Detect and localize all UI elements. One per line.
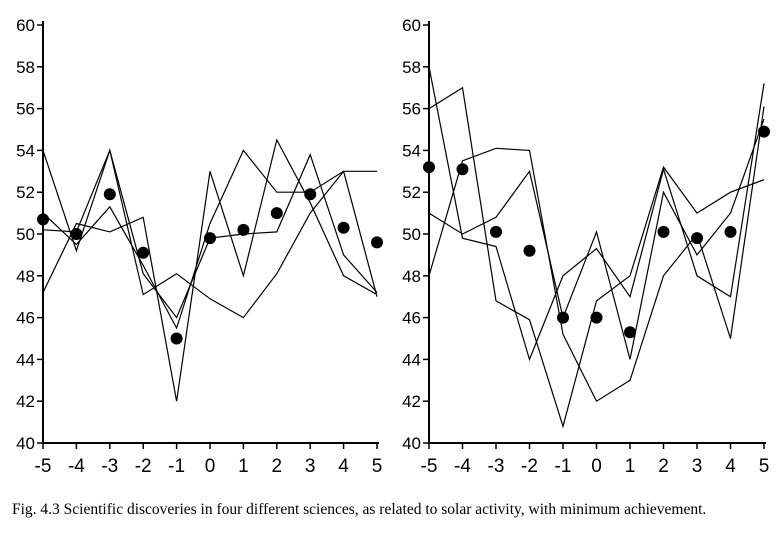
y-tick-label: 48 — [402, 267, 421, 286]
data-point-marker — [423, 161, 435, 174]
data-point-marker — [204, 232, 216, 245]
y-tick-label: 40 — [16, 434, 35, 453]
x-tick-label: 3 — [692, 456, 703, 477]
series-line-3 — [42, 149, 378, 330]
y-tick-label: 46 — [402, 309, 421, 328]
y-tick-label: 60 — [16, 16, 35, 35]
x-tick-label: 1 — [238, 456, 249, 477]
y-tick-label: 50 — [402, 225, 421, 244]
x-tick-label: 2 — [272, 456, 283, 477]
x-tick-label: 0 — [205, 456, 216, 477]
data-point-marker — [724, 225, 737, 238]
y-tick-label: 48 — [16, 267, 35, 286]
x-tick-label: -2 — [521, 456, 538, 477]
data-point-marker — [337, 221, 350, 234]
x-tick-label: 3 — [305, 456, 316, 477]
x-tick-label: 4 — [338, 456, 349, 477]
y-tick-label: 42 — [402, 392, 421, 411]
data-point-marker — [70, 228, 83, 240]
data-point-marker — [557, 311, 569, 324]
right-chart-panel: 40 42 44 46 48 50 52 54 56 58 60 -5 -4 -3 -2 -1 0 1 2 3 4 5 — [402, 16, 770, 477]
data-point-marker — [103, 188, 116, 201]
y-tick-label: 46 — [16, 309, 35, 328]
figure-caption: Fig. 4.3 Scientific discoveries in four … — [12, 501, 707, 518]
data-point-marker — [523, 244, 536, 257]
data-point-marker — [758, 125, 770, 138]
data-point-marker — [657, 225, 670, 238]
x-tick-label: 0 — [591, 456, 602, 477]
data-point-marker — [237, 223, 250, 236]
series-line-3 — [428, 106, 765, 403]
y-tick-label: 42 — [16, 392, 35, 411]
data-point-marker — [490, 225, 502, 238]
series-line-2 — [42, 138, 378, 402]
y-tick-label: 54 — [402, 141, 421, 160]
y-tick-label: 56 — [16, 100, 35, 119]
y-tick-label: 44 — [16, 350, 35, 369]
y-tick-label: 60 — [402, 16, 421, 35]
data-point-marker — [170, 332, 183, 345]
y-tick-label: 52 — [16, 183, 35, 202]
y-tick-label: 54 — [16, 141, 35, 160]
y-tick-label: 50 — [16, 225, 35, 244]
x-tick-label: -4 — [454, 456, 471, 477]
x-tick-label: -5 — [35, 456, 52, 477]
series-line-4 — [428, 118, 765, 360]
y-tick-label: 58 — [402, 58, 421, 77]
series-line-1 — [428, 86, 765, 429]
x-tick-label: 5 — [372, 456, 383, 477]
series-line-1 — [42, 148, 377, 319]
data-point-marker — [137, 246, 150, 259]
x-tick-label: -2 — [135, 456, 152, 477]
x-tick-label: -5 — [421, 456, 438, 477]
y-tick-label: 52 — [402, 183, 421, 202]
y-tick-label: 58 — [16, 58, 35, 77]
data-point-marker — [371, 236, 383, 249]
data-point-marker — [304, 188, 317, 201]
left-chart-panel: 40 42 44 46 48 50 52 54 56 58 60 -5 -4 -3 -2 -1 0 1 2 3 4 5 — [16, 16, 383, 477]
data-point-marker — [624, 326, 636, 339]
y-tick-label: 40 — [402, 434, 421, 453]
data-point-marker — [691, 232, 703, 245]
y-tick-label: 56 — [402, 100, 421, 119]
x-tick-label: -1 — [168, 456, 185, 477]
series-line-2 — [428, 66, 765, 362]
x-tick-label: -1 — [555, 456, 572, 477]
y-tick-label: 44 — [402, 350, 421, 369]
x-tick-label: 5 — [759, 456, 770, 477]
x-tick-label: 1 — [625, 456, 636, 477]
data-point-marker — [456, 163, 469, 176]
x-tick-label: 2 — [658, 456, 669, 477]
x-tick-label: -4 — [68, 456, 85, 477]
x-tick-label: -3 — [101, 456, 118, 477]
data-point-marker — [37, 213, 49, 226]
data-point-marker — [270, 207, 283, 220]
x-tick-label: -3 — [488, 456, 505, 477]
data-point-marker — [590, 311, 603, 324]
x-tick-label: 4 — [725, 456, 736, 477]
